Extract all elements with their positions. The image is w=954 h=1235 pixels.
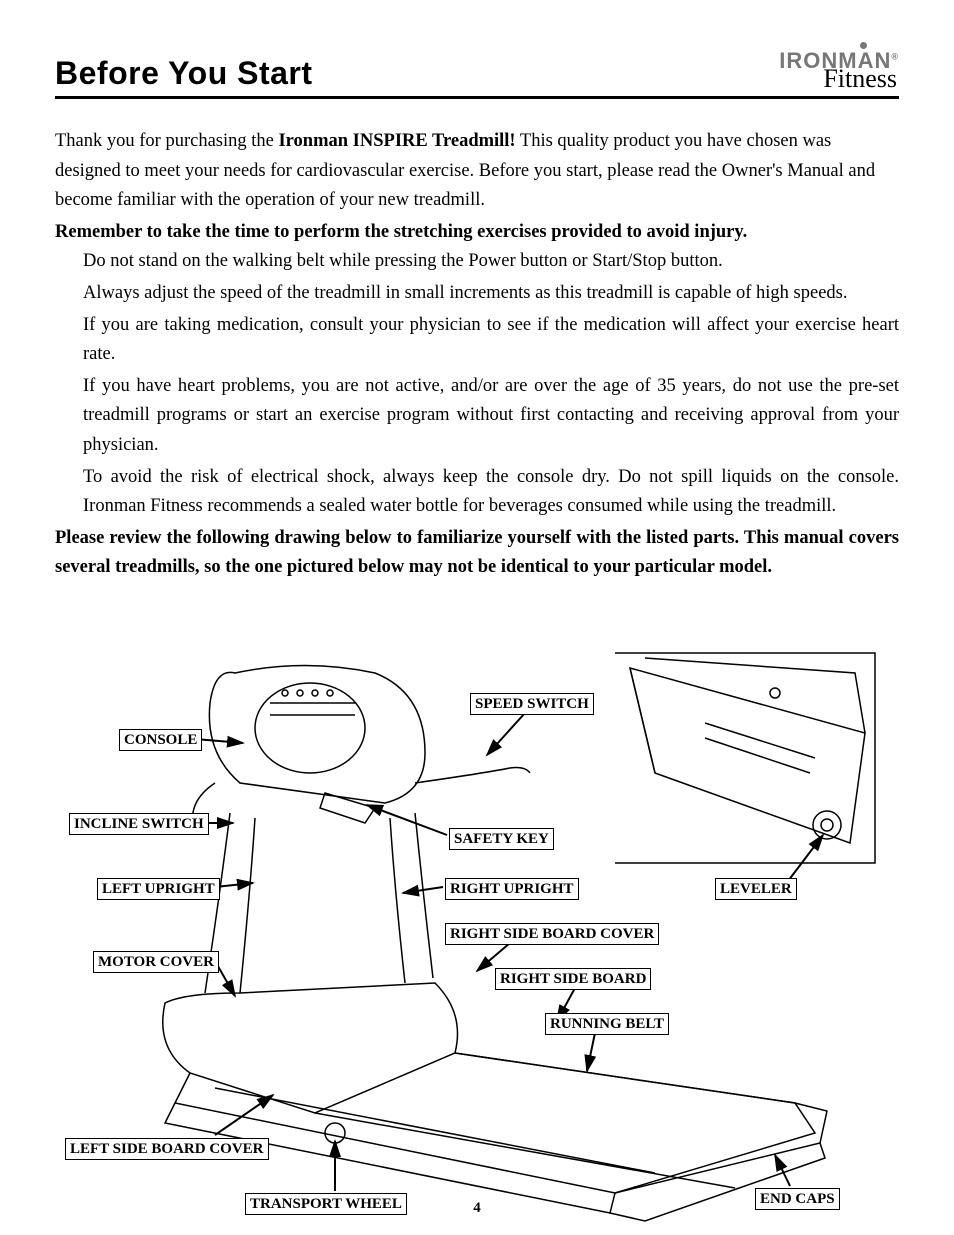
label-leveler: LEVELER xyxy=(715,878,797,900)
bullet-item: To avoid the risk of electrical shock, a… xyxy=(83,463,899,522)
body-text: Thank you for purchasing the Ironman INS… xyxy=(55,127,899,583)
bullet-item: Do not stand on the walking belt while p… xyxy=(83,247,899,277)
review-note: Please review the following drawing belo… xyxy=(55,524,899,583)
page-number: 4 xyxy=(0,1200,954,1217)
logo-main: IRONMAN xyxy=(779,48,891,73)
logo-dot-icon xyxy=(860,42,867,49)
label-lsb-cover: LEFT SIDE BOARD COVER xyxy=(65,1138,269,1160)
intro-prefix: Thank you for purchasing the xyxy=(55,131,278,151)
label-incline-switch: INCLINE SWITCH xyxy=(69,813,209,835)
parts-diagram: CONSOLE SPEED SWITCH INCLINE SWITCH SAFE… xyxy=(55,633,899,1233)
registered-icon: ® xyxy=(891,52,899,62)
label-speed-switch: SPEED SWITCH xyxy=(470,693,594,715)
label-safety-key: SAFETY KEY xyxy=(449,828,554,850)
label-motor-cover: MOTOR COVER xyxy=(93,951,219,973)
label-console: CONSOLE xyxy=(119,729,202,751)
bullet-item: If you are taking medication, consult yo… xyxy=(83,311,899,370)
brand-logo: IRONMAN® Fitness xyxy=(779,50,899,92)
bullet-item: If you have heart problems, you are not … xyxy=(83,372,899,461)
product-name: Ironman INSPIRE Treadmill! xyxy=(278,131,515,151)
intro-paragraph: Thank you for purchasing the Ironman INS… xyxy=(55,127,899,216)
label-running-belt: RUNNING BELT xyxy=(545,1013,669,1035)
page-header: Before You Start IRONMAN® Fitness xyxy=(55,50,899,99)
reminder-line: Remember to take the time to perform the… xyxy=(55,218,899,248)
label-rsb-cover: RIGHT SIDE BOARD COVER xyxy=(445,923,659,945)
label-rsb: RIGHT SIDE BOARD xyxy=(495,968,651,990)
label-right-upright: RIGHT UPRIGHT xyxy=(445,878,579,900)
bullet-list: Do not stand on the walking belt while p… xyxy=(55,247,899,521)
logo-top-text: IRONMAN® xyxy=(779,50,899,72)
label-left-upright: LEFT UPRIGHT xyxy=(97,878,220,900)
bullet-item: Always adjust the speed of the treadmill… xyxy=(83,279,899,309)
page-title: Before You Start xyxy=(55,55,313,92)
